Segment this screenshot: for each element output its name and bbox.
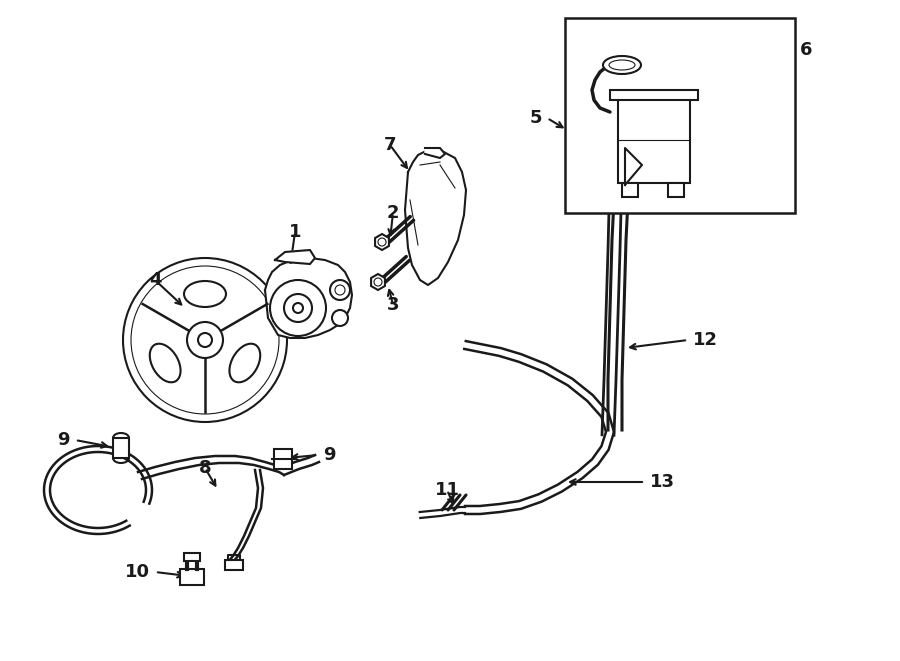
- Text: 4: 4: [148, 271, 161, 289]
- Bar: [618, 95, 690, 183]
- Text: 2: 2: [387, 204, 400, 222]
- Ellipse shape: [149, 344, 181, 382]
- Circle shape: [374, 278, 382, 286]
- Circle shape: [123, 258, 287, 422]
- Circle shape: [270, 280, 326, 336]
- Text: 6: 6: [800, 41, 813, 59]
- Circle shape: [330, 280, 350, 300]
- Bar: [184, 553, 200, 561]
- Circle shape: [198, 333, 212, 347]
- Circle shape: [293, 303, 303, 313]
- Circle shape: [332, 310, 348, 326]
- Polygon shape: [275, 250, 315, 264]
- Polygon shape: [405, 150, 466, 285]
- Ellipse shape: [603, 56, 641, 74]
- Bar: [180, 569, 204, 585]
- Text: 9: 9: [323, 446, 336, 464]
- Circle shape: [284, 294, 312, 322]
- Text: 1: 1: [289, 223, 302, 241]
- Ellipse shape: [609, 60, 635, 70]
- Polygon shape: [425, 148, 445, 158]
- Text: 5: 5: [529, 109, 542, 127]
- Text: 11: 11: [435, 481, 460, 499]
- Text: 7: 7: [383, 136, 396, 154]
- Bar: [274, 449, 292, 469]
- Circle shape: [187, 322, 223, 358]
- Text: 10: 10: [125, 563, 150, 581]
- Bar: [113, 438, 129, 458]
- Bar: [622, 183, 638, 197]
- Ellipse shape: [184, 281, 226, 307]
- Text: 3: 3: [387, 296, 400, 314]
- Text: 9: 9: [58, 431, 70, 449]
- Polygon shape: [625, 148, 642, 185]
- Text: 12: 12: [693, 331, 718, 349]
- Polygon shape: [265, 258, 352, 338]
- Text: 13: 13: [650, 473, 675, 491]
- Bar: [668, 183, 684, 197]
- Circle shape: [131, 266, 279, 414]
- Ellipse shape: [230, 344, 260, 382]
- Bar: [610, 90, 698, 100]
- Bar: [565, 18, 795, 213]
- Circle shape: [335, 285, 345, 295]
- Bar: [225, 560, 243, 570]
- Text: 8: 8: [199, 459, 212, 477]
- Circle shape: [378, 238, 386, 246]
